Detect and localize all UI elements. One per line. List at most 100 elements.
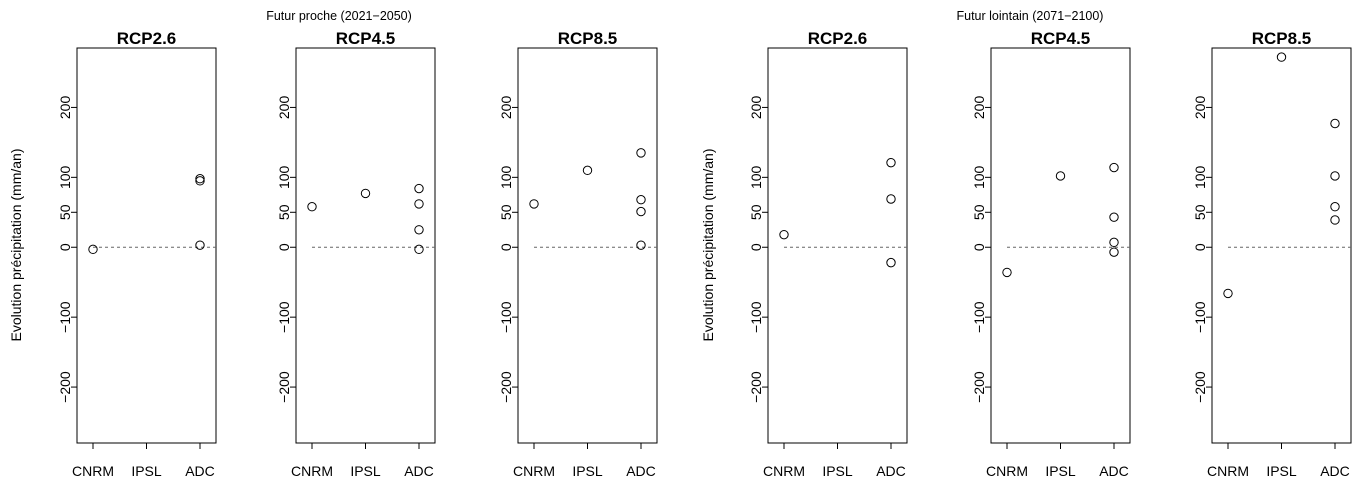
y-axis-label-left: Evolution précipitation (mm/an): [8, 149, 24, 342]
supertitle-far-future: Futur lointain (2071−2100): [957, 9, 1104, 23]
y-tick-label: −100: [498, 301, 514, 333]
y-tick-label: 0: [57, 243, 73, 251]
x-tick-label: IPSL: [1045, 463, 1076, 479]
y-tick-label: −200: [57, 371, 73, 403]
x-tick-label: ADC: [185, 463, 215, 479]
y-axis-label-right: Evolution précipitation (mm/an): [700, 149, 716, 342]
data-point: [414, 199, 424, 209]
data-point: [1109, 247, 1119, 257]
data-point: [195, 240, 205, 250]
y-tick-label: 0: [276, 243, 292, 251]
data-point: [88, 244, 98, 255]
x-tick-label: ADC: [1320, 463, 1350, 479]
data-point: [1276, 52, 1287, 62]
panel-3: RCP8.5 −200 −100 0 50 100 200 CNRM IPSL ADC: [498, 29, 658, 479]
y-tick-label: 100: [971, 165, 987, 189]
panel-title: RCP8.5: [1252, 29, 1312, 48]
supertitle-near-future: Futur proche (2021−2050): [266, 9, 412, 23]
panel-title: RCP4.5: [1031, 29, 1091, 48]
y-tick-label: 50: [748, 204, 764, 220]
y-tick-label: −100: [971, 301, 987, 333]
y-tick-label: 200: [57, 96, 73, 120]
x-tick-label: CNRM: [72, 463, 114, 479]
x-tick-label: CNRM: [986, 463, 1028, 479]
y-tick-label: −200: [971, 371, 987, 403]
y-tick-label: 50: [1192, 204, 1208, 220]
y-tick-label: −100: [276, 301, 292, 333]
panel-2: RCP4.5 −200 −100 0 50 100 200 CNRM IPSL ADC: [276, 29, 436, 479]
x-tick-label: IPSL: [822, 463, 853, 479]
data-point: [1330, 201, 1340, 212]
plot-frame: [517, 47, 658, 444]
panel-1: RCP2.6 −200 −100 0 50 100 200 CNRM IPSL ADC: [57, 29, 217, 479]
data-point: [886, 194, 896, 204]
data-point: [1330, 118, 1340, 129]
x-tick-label: ADC: [1099, 463, 1129, 479]
data-point: [414, 225, 424, 235]
data-point: [886, 157, 896, 168]
y-tick-label: −200: [498, 371, 514, 403]
y-tick-label: −200: [748, 371, 764, 403]
y-tick-label: 200: [498, 96, 514, 120]
data-point: [529, 199, 539, 209]
data-point: [1109, 212, 1119, 222]
y-tick-label: 0: [1192, 243, 1208, 251]
y-tick-label: 200: [276, 96, 292, 120]
panel-title: RCP4.5: [336, 29, 396, 48]
y-tick-label: −200: [1192, 371, 1208, 403]
plot-frame: [990, 47, 1131, 444]
data-point: [1109, 162, 1119, 173]
x-tick-label: IPSL: [350, 463, 381, 479]
data-point: [360, 188, 371, 199]
x-tick-label: ADC: [404, 463, 434, 479]
data-point: [1330, 171, 1340, 181]
data-point: [1330, 215, 1340, 225]
y-tick-label: 200: [971, 96, 987, 120]
data-point: [195, 174, 205, 184]
y-tick-label: 100: [276, 165, 292, 189]
plot-frame: [767, 47, 908, 444]
y-tick-label: −200: [276, 371, 292, 403]
data-point: [414, 183, 424, 194]
y-tick-label: 0: [498, 243, 514, 251]
data-point: [779, 229, 789, 240]
x-tick-label: ADC: [626, 463, 656, 479]
x-tick-label: IPSL: [1266, 463, 1297, 479]
y-tick-label: 100: [1192, 165, 1208, 189]
data-point: [636, 195, 646, 205]
data-point: [636, 148, 646, 158]
panel-4: RCP2.6 −200 −100 0 50 100 200 CNRM IPSL ADC: [748, 29, 908, 479]
data-point: [195, 176, 205, 186]
y-tick-label: 0: [748, 243, 764, 251]
panel-title: RCP8.5: [558, 29, 618, 48]
y-tick-label: 200: [1192, 96, 1208, 120]
y-tick-label: −100: [748, 301, 764, 333]
y-tick-label: 50: [57, 204, 73, 220]
data-point: [1055, 171, 1066, 181]
y-tick-label: −100: [1192, 301, 1208, 333]
panel-5: RCP4.5 −200 −100 0 50 100 200 CNRM IPSL ADC: [971, 29, 1131, 479]
y-tick-label: 100: [57, 165, 73, 189]
y-tick-label: 100: [498, 165, 514, 189]
y-tick-label: 50: [498, 204, 514, 220]
plot-frame: [295, 47, 436, 444]
data-point: [414, 244, 424, 255]
x-tick-label: ADC: [876, 463, 906, 479]
data-point: [636, 206, 646, 217]
data-point: [636, 240, 646, 250]
panel-6: RCP8.5 −200 −100 0 50 100 200 CNRM IPSL ADC: [1192, 29, 1352, 479]
data-point: [582, 165, 593, 176]
x-tick-label: CNRM: [291, 463, 333, 479]
x-tick-label: IPSL: [572, 463, 603, 479]
y-tick-label: 0: [971, 243, 987, 251]
data-point: [886, 257, 896, 268]
data-point: [1109, 237, 1119, 248]
panel-title: RCP2.6: [117, 29, 177, 48]
x-tick-label: CNRM: [763, 463, 805, 479]
y-tick-label: 50: [276, 204, 292, 220]
y-tick-label: 100: [748, 165, 764, 189]
x-tick-label: CNRM: [1207, 463, 1249, 479]
plot-frame: [76, 47, 217, 444]
